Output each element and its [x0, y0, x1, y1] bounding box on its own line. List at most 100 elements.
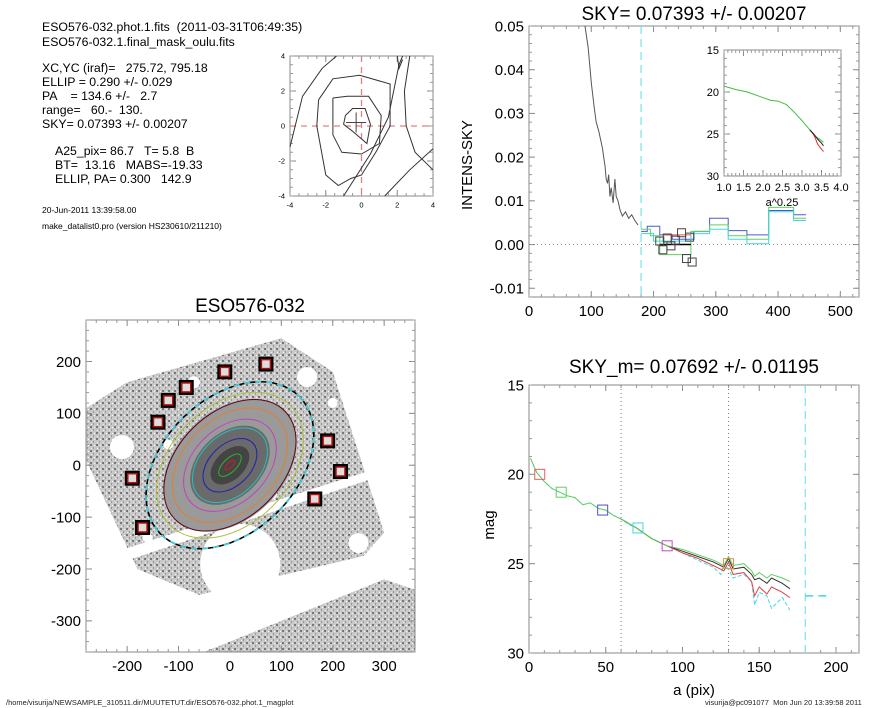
mag-marker: [723, 558, 735, 570]
contour-line: [332, 95, 382, 155]
mag-series-red: [620, 518, 791, 599]
sky-box: [152, 416, 164, 428]
gal-ytick-label: 100: [56, 406, 81, 423]
gal-xtick-label: 200: [320, 658, 345, 675]
sky-marker: [682, 254, 692, 264]
sky-box-outer: [160, 392, 176, 408]
footer-user-time: visurija@pc091077 Mon Jun 20 13:39:58 20…: [705, 698, 862, 707]
sky-box: [127, 472, 138, 484]
isophote-ellipse: [224, 460, 236, 471]
contour-line: [403, 55, 434, 171]
inset-ytick-label: 15: [707, 45, 719, 57]
gal-xtick-label: -100: [164, 658, 194, 675]
sky-xtick-label: 200: [641, 303, 666, 320]
sky-box-outer: [258, 356, 274, 372]
mag-ytick-label: 25: [507, 556, 524, 573]
isophote-ellipse: [183, 418, 277, 512]
gal-xtick-label: 0: [226, 658, 234, 675]
sky-series-cyan: [641, 211, 807, 245]
isophote-ellipse: [191, 427, 268, 504]
contour-xtick-label: -2: [322, 201, 329, 210]
mag-series-black: [620, 518, 791, 590]
sky-frame: [528, 25, 860, 298]
contour-line: [343, 55, 404, 197]
sky-box: [219, 366, 231, 378]
sky-series-green: [641, 206, 807, 256]
sky-box-outer: [320, 433, 336, 449]
gal-ytick-label: -100: [51, 509, 81, 526]
fits-file-line: ESO576-032.phot.1.fits (2011-03-31T06:49…: [42, 20, 303, 34]
gal-xtick-label: 100: [269, 658, 294, 675]
mag-marker: [632, 522, 644, 534]
mag-series-cyan: [530, 458, 791, 611]
sky-box: [137, 522, 148, 533]
sky-marker: [670, 235, 680, 245]
sky-marker: [655, 236, 665, 246]
isophote-ellipse: [145, 380, 315, 550]
sky-box-outer: [135, 520, 151, 535]
mag-frame: [528, 384, 860, 654]
mask-hole: [327, 398, 338, 408]
isophote-ellipse: [156, 391, 304, 539]
inset-xlabel: a^0.25: [766, 197, 799, 209]
mag-marker: [597, 504, 609, 516]
sky-plot-ylabel: INTENS-SKY: [459, 120, 476, 210]
contour-ytick-label: -2: [278, 157, 285, 166]
sky-box: [260, 358, 272, 370]
contour-line: [316, 74, 391, 187]
sky-box: [163, 395, 174, 406]
sky-marker: [685, 232, 695, 242]
footer-path: /home/visurija/NEWSAMPLE_310511.dir/MUUT…: [6, 698, 294, 707]
contour-line: [384, 148, 434, 197]
mask-hole: [163, 439, 174, 450]
gal-ytick-label: -300: [51, 613, 81, 630]
fit-range: range= 60.- 130.: [42, 103, 143, 117]
sky-xtick-label: 500: [828, 303, 853, 320]
inset-ytick-label: 30: [707, 171, 719, 183]
sky-box-outer: [150, 414, 166, 430]
sky-xtick-label: 0: [525, 303, 533, 320]
contour-ytick-label: 2: [281, 87, 285, 96]
sky-box-outer: [178, 379, 194, 395]
sky-ytick-label: 0.05: [495, 18, 524, 35]
gal-xtick-label: -200: [112, 658, 142, 675]
inset-xtick-label: 2.0: [755, 182, 770, 194]
galaxy-field: [86, 338, 415, 652]
sky-xtick-label: 300: [703, 303, 728, 320]
sky-ytick-label: -0.01: [490, 281, 524, 298]
isophote-ellipse: [218, 453, 242, 477]
mag-marker: [555, 486, 567, 498]
mask-hole: [142, 532, 153, 543]
mag-plot-xlabel: a (pix): [673, 682, 715, 699]
mag-xtick-label: 0: [525, 659, 533, 676]
contour-xtick-label: -4: [287, 201, 294, 210]
contour-line: [343, 108, 371, 145]
sky-marker: [677, 228, 687, 238]
sky-ytick-label: 0.02: [495, 149, 524, 166]
sky-box-outer: [217, 364, 233, 380]
isophote-ellipse: [163, 398, 297, 532]
mag-xtick-label: 150: [747, 659, 772, 676]
sky-box-outer: [307, 491, 323, 507]
ellip-pa-line: ELLIP, PA= 0.300 142.9: [55, 172, 192, 186]
mag-ytick-label: 20: [507, 467, 524, 484]
mag-ytick-label: 30: [507, 645, 524, 662]
sky-box: [309, 493, 321, 505]
inset-bg: [724, 50, 841, 176]
gal-xtick-label: 300: [372, 658, 397, 675]
contour-ytick-label: -4: [278, 192, 285, 201]
sky-xtick-label: 400: [766, 303, 791, 320]
mask-hole: [109, 435, 134, 460]
position-angle: PA = 134.6 +/- 2.7: [42, 89, 158, 103]
mag-marker: [661, 540, 673, 552]
sky-box: [335, 466, 346, 477]
mag-marker: [534, 468, 546, 480]
contour-line: [396, 55, 404, 71]
contour-xtick-label: 4: [431, 201, 435, 210]
gal-ytick-label: 200: [56, 354, 81, 371]
sky-ytick-label: 0.03: [495, 106, 524, 123]
galaxy-image-title: ESO576-032: [195, 296, 305, 317]
mag-ytick-label: 15: [507, 377, 524, 394]
mag-plot-title: SKY_m= 0.07692 +/- 0.01195: [569, 357, 819, 378]
contour-ytick-label: 4: [281, 52, 285, 61]
